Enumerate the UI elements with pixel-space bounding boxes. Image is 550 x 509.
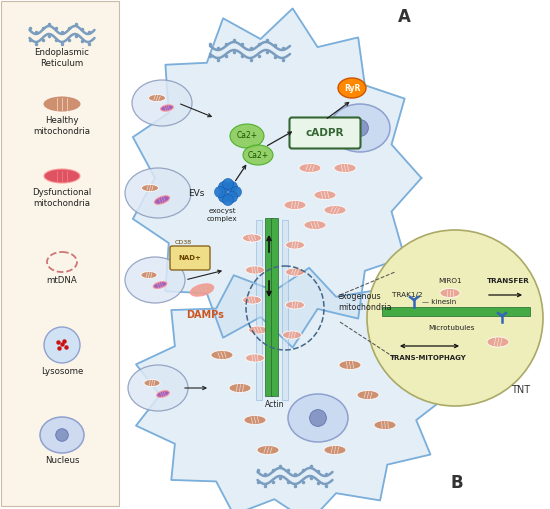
Ellipse shape	[125, 168, 191, 218]
Ellipse shape	[229, 383, 251, 392]
Ellipse shape	[487, 337, 509, 347]
Ellipse shape	[245, 354, 265, 362]
Ellipse shape	[230, 124, 264, 148]
Ellipse shape	[283, 331, 301, 339]
Text: mtDNA: mtDNA	[47, 276, 78, 285]
Ellipse shape	[243, 234, 261, 242]
Circle shape	[218, 191, 229, 203]
Text: TRANSFER: TRANSFER	[487, 278, 530, 284]
Text: cADPR: cADPR	[306, 128, 344, 138]
Ellipse shape	[285, 301, 305, 309]
Ellipse shape	[141, 271, 157, 278]
Ellipse shape	[128, 365, 188, 411]
Text: A: A	[398, 8, 411, 26]
Ellipse shape	[190, 284, 214, 296]
Ellipse shape	[153, 281, 167, 289]
FancyBboxPatch shape	[265, 218, 272, 396]
Text: DAMPs: DAMPs	[186, 310, 224, 320]
Ellipse shape	[299, 163, 321, 173]
FancyBboxPatch shape	[282, 220, 288, 400]
Text: CD38: CD38	[174, 240, 191, 245]
Ellipse shape	[132, 80, 192, 126]
Circle shape	[214, 186, 225, 197]
Ellipse shape	[357, 390, 379, 400]
Ellipse shape	[155, 196, 169, 204]
Circle shape	[367, 230, 543, 406]
Ellipse shape	[324, 445, 346, 455]
Text: exocyst
complex: exocyst complex	[207, 208, 237, 221]
Ellipse shape	[148, 95, 166, 101]
FancyBboxPatch shape	[170, 246, 210, 270]
Circle shape	[230, 186, 241, 197]
Text: Dysfunctional
mitochondria: Dysfunctional mitochondria	[32, 188, 92, 208]
Circle shape	[227, 182, 238, 192]
Ellipse shape	[285, 241, 305, 249]
FancyBboxPatch shape	[256, 220, 262, 400]
Ellipse shape	[324, 206, 346, 214]
Ellipse shape	[440, 289, 460, 297]
Circle shape	[223, 194, 234, 206]
Ellipse shape	[141, 184, 158, 191]
Text: Microtubules: Microtubules	[428, 325, 475, 331]
Text: Endoplasmic
Reticulum: Endoplasmic Reticulum	[35, 48, 90, 68]
Polygon shape	[136, 268, 449, 509]
Ellipse shape	[249, 326, 267, 334]
Text: Ca2+: Ca2+	[236, 131, 257, 140]
Text: RyR: RyR	[344, 83, 360, 93]
FancyBboxPatch shape	[1, 1, 119, 506]
FancyBboxPatch shape	[382, 307, 530, 316]
Text: Nucleus: Nucleus	[45, 456, 79, 465]
Text: Ca2+: Ca2+	[248, 151, 268, 159]
Circle shape	[44, 327, 80, 363]
Ellipse shape	[338, 78, 366, 98]
Ellipse shape	[161, 105, 173, 111]
Ellipse shape	[314, 190, 336, 200]
Circle shape	[218, 182, 229, 192]
Ellipse shape	[330, 104, 390, 152]
Ellipse shape	[374, 420, 396, 430]
Ellipse shape	[211, 351, 233, 359]
Ellipse shape	[257, 445, 279, 455]
Ellipse shape	[339, 360, 361, 370]
Text: Lysosome: Lysosome	[41, 367, 83, 376]
Ellipse shape	[244, 415, 266, 425]
FancyBboxPatch shape	[289, 118, 360, 149]
Text: NAD+: NAD+	[179, 255, 201, 261]
Ellipse shape	[284, 201, 306, 210]
Polygon shape	[133, 9, 421, 348]
Ellipse shape	[44, 169, 80, 183]
Circle shape	[227, 191, 238, 203]
Text: TNT: TNT	[511, 385, 530, 395]
Ellipse shape	[144, 380, 160, 386]
Text: exogenous
mitochondria: exogenous mitochondria	[338, 292, 392, 312]
Ellipse shape	[157, 390, 169, 398]
Text: Healthy
mitochondria: Healthy mitochondria	[34, 116, 91, 136]
Ellipse shape	[288, 394, 348, 442]
Ellipse shape	[334, 163, 356, 173]
FancyBboxPatch shape	[271, 218, 278, 396]
Text: — kinesin: — kinesin	[422, 299, 456, 305]
Ellipse shape	[243, 145, 273, 165]
Text: EVs: EVs	[188, 188, 205, 197]
Circle shape	[310, 410, 326, 427]
Text: B: B	[450, 474, 463, 492]
Ellipse shape	[245, 266, 265, 274]
Circle shape	[351, 120, 368, 136]
Text: MIRO1: MIRO1	[438, 278, 462, 284]
Ellipse shape	[243, 296, 261, 304]
Ellipse shape	[43, 96, 81, 112]
Ellipse shape	[304, 220, 326, 230]
Text: TRAK1/2: TRAK1/2	[392, 292, 422, 298]
Ellipse shape	[125, 257, 185, 303]
Ellipse shape	[285, 268, 305, 276]
Text: Actin: Actin	[265, 400, 285, 409]
Circle shape	[223, 179, 234, 189]
Circle shape	[56, 429, 68, 441]
Text: TRANS-MITOPHAGY: TRANS-MITOPHAGY	[389, 355, 466, 361]
Ellipse shape	[40, 417, 84, 453]
